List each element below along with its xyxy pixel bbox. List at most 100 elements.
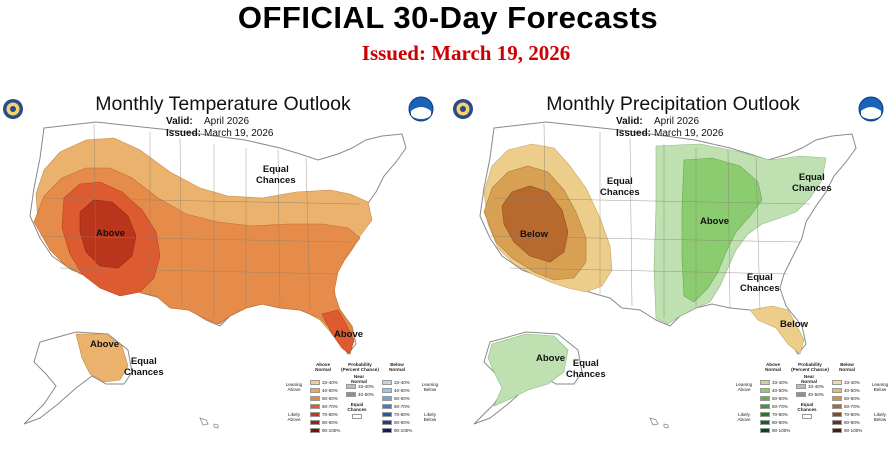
legend-above-range: 90-100% [772, 428, 791, 433]
legend-header-below: Below Normal [839, 362, 855, 372]
legend-above-swatch [760, 428, 770, 433]
legend-equal-chances-label: Equal Chances [347, 402, 367, 412]
legend-above-range: 50-60% [322, 396, 338, 401]
legend-below-range: 80-90% [394, 420, 410, 425]
hawaii-land [199, 417, 219, 429]
legend-above-swatch [760, 396, 770, 401]
legend-above-swatch [310, 420, 320, 425]
region-label-below-florida: Below [780, 319, 808, 330]
legend-below-swatch [832, 380, 842, 385]
precipitation-outlook-title: Monthly Precipitation Outlook [546, 93, 800, 115]
legend-leaning-below: Leaning Below [421, 382, 439, 392]
legend-above-swatch [760, 420, 770, 425]
legend-above-range: 80-90% [772, 420, 788, 425]
legend-below-swatch [832, 412, 842, 417]
legend-near-range: 40-50% [808, 392, 824, 397]
region-label-equal-chances-northeast: Equal Chances [792, 172, 832, 194]
legend-equal-chances-swatch [802, 414, 812, 419]
region-label-equal-chances-plains: Equal Chances [600, 176, 640, 198]
legend-above-swatch [760, 388, 770, 393]
legend-below-swatch [382, 404, 392, 409]
legend-header-probability: Probability (Percent Chance) [791, 362, 829, 372]
legend-below-swatch [832, 388, 842, 393]
legend-likely-above: Likely Above [737, 412, 751, 422]
precip-florida-below-region [749, 305, 805, 355]
valid-value: April 2026 [654, 116, 700, 127]
legend-above-range: 33-40% [772, 380, 788, 385]
legend-near-swatch [796, 392, 806, 397]
legend-above-range: 50-60% [772, 396, 788, 401]
alaska-above-region [487, 333, 569, 407]
legend-below-range: 50-60% [394, 396, 410, 401]
temperature-valid-info: Valid: April 2026 Issued: March 19, 2026 [166, 116, 274, 140]
legend-below-swatch [382, 428, 392, 433]
temperature-outlook-panel: Monthly Temperature Outlook Valid: April … [0, 88, 446, 450]
issued-date: Issued: March 19, 2026 [361, 41, 571, 65]
legend-below-range: 40-50% [394, 388, 410, 393]
legend-below-range: 40-50% [844, 388, 860, 393]
precip-below-50-region [501, 185, 569, 263]
region-label-above-west: Above [96, 228, 126, 239]
precip-above-40-region [681, 157, 763, 303]
legend-above-swatch [310, 428, 320, 433]
legend-below-range: 90-100% [394, 428, 413, 433]
noaa-logo-icon [408, 96, 434, 122]
region-label-above-midwest: Above [700, 216, 730, 227]
hawaii-land [649, 417, 669, 429]
issued-value: March 19, 2026 [654, 128, 724, 139]
legend-leaning-above: Leaning Above [285, 382, 303, 392]
valid-value: April 2026 [204, 116, 250, 127]
legend-equal-chances-label: Equal Chances [797, 402, 817, 412]
legend-equal-chances-swatch [352, 414, 362, 419]
region-label-above-alaska: Above [536, 353, 566, 364]
legend-below-range: 50-60% [844, 396, 860, 401]
legend-header-above: Above Normal [765, 362, 781, 372]
legend-above-swatch [760, 380, 770, 385]
valid-label: Valid: [166, 116, 193, 127]
legend-header-near: Near Normal [801, 374, 817, 384]
temperature-outlook-title: Monthly Temperature Outlook [95, 93, 351, 115]
precipitation-valid-info: Valid: April 2026 Issued: March 19, 2026 [616, 116, 724, 140]
legend-likely-above: Likely Above [287, 412, 301, 422]
issued-label: Issued: [616, 128, 652, 139]
legend-above-swatch [310, 396, 320, 401]
region-label-equal-chances-southeast: Equal Chances [740, 272, 780, 294]
legend-below-swatch [382, 420, 392, 425]
legend-above-swatch [310, 388, 320, 393]
region-label-below-west: Below [520, 229, 548, 240]
legend-above-range: 70-80% [772, 412, 788, 417]
legend-below-swatch [382, 412, 392, 417]
region-label-above-florida: Above [334, 329, 364, 340]
legend-below-swatch [832, 396, 842, 401]
legend-above-swatch [310, 404, 320, 409]
doc-seal-icon [2, 98, 24, 120]
legend-near-swatch [346, 392, 356, 397]
alaska-above-region [75, 333, 129, 383]
legend-below-range: 80-90% [844, 420, 860, 425]
temp-above-60-region [79, 199, 137, 269]
legend-above-swatch [310, 412, 320, 417]
legend-below-range: 90-100% [844, 428, 863, 433]
legend-header-probability: Probability (Percent Chance) [341, 362, 379, 372]
legend-below-range: 60-70% [394, 404, 410, 409]
issued-value: March 19, 2026 [204, 128, 274, 139]
legend-near-range: 33-40% [358, 384, 374, 389]
precipitation-outlook-panel: Monthly Precipitation Outlook Valid: Apri… [450, 88, 896, 450]
legend-near-swatch [796, 384, 806, 389]
legend-below-swatch [382, 396, 392, 401]
legend-below-swatch [832, 404, 842, 409]
legend-above-swatch [760, 412, 770, 417]
legend-below-swatch [832, 420, 842, 425]
legend-above-range: 60-70% [322, 404, 338, 409]
legend-below-range: 33-40% [844, 380, 860, 385]
legend-above-range: 70-80% [322, 412, 338, 417]
legend-above-range: 33-40% [322, 380, 338, 385]
legend-likely-below: Likely Below [873, 412, 887, 422]
legend-above-range: 90-100% [322, 428, 341, 433]
legend-below-range: 70-80% [394, 412, 410, 417]
region-label-equal-chances-alaska: Equal Chances [124, 356, 164, 378]
legend-above-swatch [760, 404, 770, 409]
legend-below-swatch [832, 428, 842, 433]
legend-below-range: 33-40% [394, 380, 410, 385]
issued-label: Issued: [166, 128, 202, 139]
